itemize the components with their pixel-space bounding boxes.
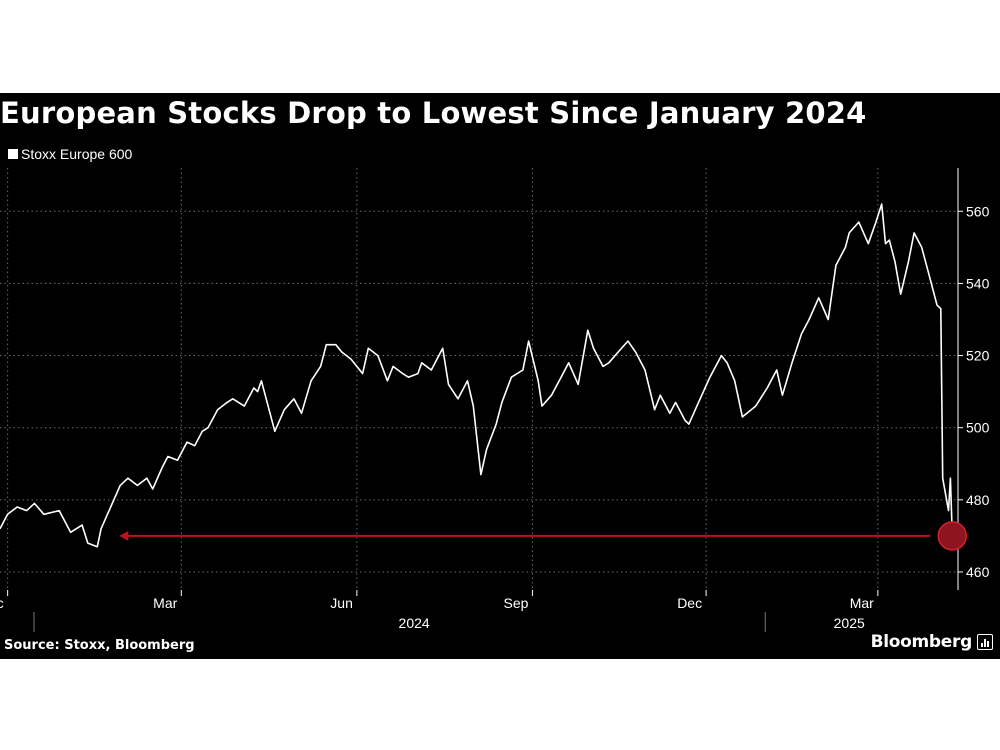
x-tick-label: Dec [677, 595, 702, 611]
x-tick-label: Jun [330, 595, 353, 611]
y-tick-label: 520 [966, 348, 990, 364]
source-note: Source: Stoxx, Bloomberg [4, 638, 195, 653]
x-tick-label: Mar [153, 595, 177, 611]
x-tick-label: Sep [504, 595, 529, 611]
x-tick-label: Dec [0, 595, 4, 611]
y-tick-label: 560 [966, 203, 990, 219]
legend-swatch [8, 149, 18, 159]
annotation-arrowhead [119, 530, 129, 541]
y-tick-label: 480 [966, 492, 990, 508]
chart-title: European Stocks Drop to Lowest Since Jan… [0, 96, 867, 130]
annotation-marker [937, 521, 968, 551]
year-label: 2025 [834, 615, 865, 631]
x-tick-label: Mar [850, 595, 874, 611]
y-tick-label: 460 [966, 564, 990, 580]
y-tick-label: 540 [966, 275, 990, 291]
y-tick-label: 500 [966, 420, 990, 436]
series-line-stoxx-europe-600 [0, 203, 954, 548]
brand-name: Bloomberg [870, 632, 973, 652]
legend: Stoxx Europe 600 [8, 146, 132, 162]
chart-panel [0, 93, 1000, 659]
bar-chart-icon [977, 634, 993, 650]
legend-label: Stoxx Europe 600 [21, 146, 133, 162]
year-label: 2024 [399, 615, 430, 631]
bloomberg-logo: Bloomberg [871, 632, 993, 652]
